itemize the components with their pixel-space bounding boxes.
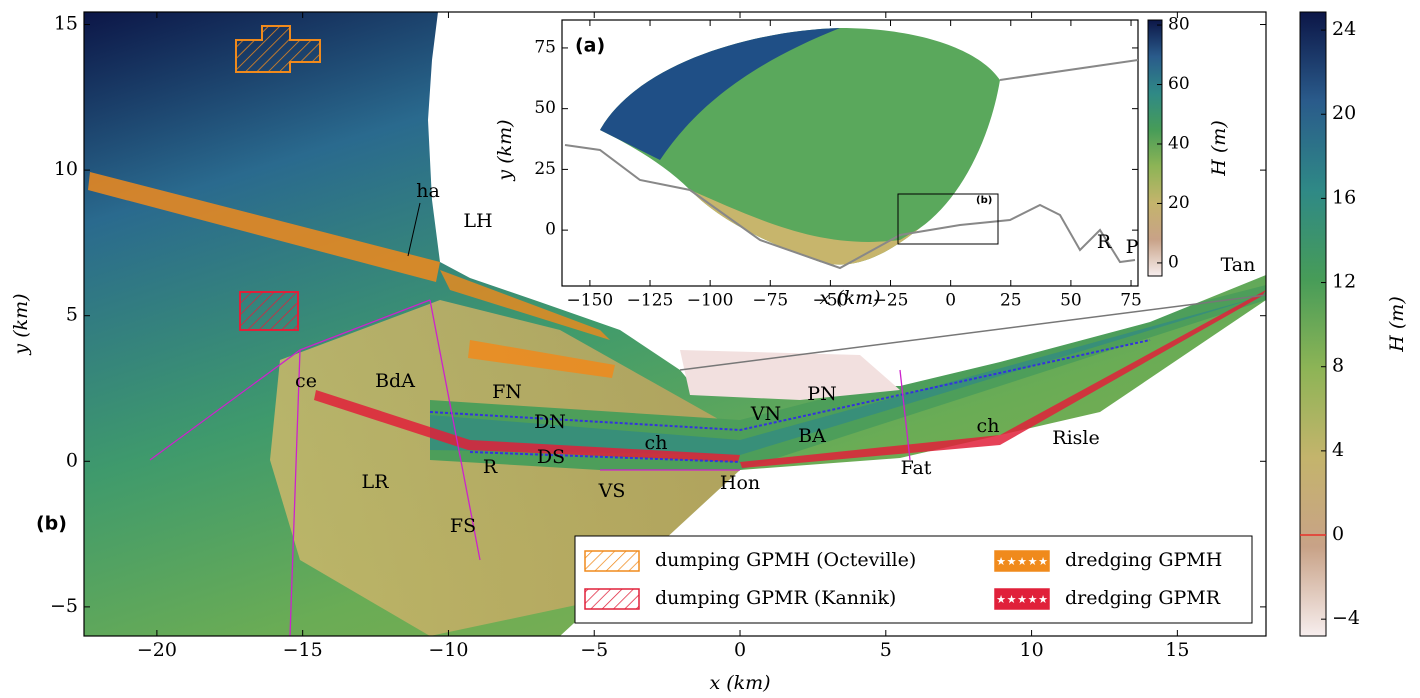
legend-label: dumping GPMH (Octeville) (655, 549, 916, 571)
legend-label: dumping GPMR (Kannik) (655, 587, 896, 609)
x-tick-label: 50 (1060, 291, 1082, 311)
place-label: ch (977, 415, 1000, 437)
x-tick-label: −150 (567, 291, 614, 311)
place-label: R (1097, 231, 1112, 253)
colorbar-tick-label: 0 (1168, 252, 1179, 272)
y-tick-label: −5 (50, 595, 78, 617)
place-label: DS (537, 446, 565, 468)
place-label: Risle (1052, 427, 1099, 449)
colorbar-tick-label: 60 (1168, 74, 1190, 94)
colorbar (1148, 20, 1162, 276)
x-tick-label: −100 (687, 291, 734, 311)
legend-star: ★ (1007, 555, 1017, 568)
place-label: ch (645, 432, 668, 454)
y-tick-label: 15 (54, 13, 78, 35)
colorbar-tick-label: 0 (1332, 523, 1344, 545)
colorbar-label: H (m) (1386, 296, 1408, 352)
y-tick-label: 50 (534, 98, 556, 118)
x-tick-label: −5 (580, 639, 608, 661)
y-tick-label: 75 (534, 37, 556, 57)
place-label: ce (295, 370, 317, 392)
colorbar-tick-label: 12 (1332, 271, 1356, 293)
place-label: Fat (901, 457, 932, 479)
place-label: FS (450, 515, 476, 537)
x-tick-label: −125 (627, 291, 674, 311)
legend-star: ★ (996, 593, 1006, 606)
colorbar-tick-label: 20 (1332, 102, 1356, 124)
inset-map (562, 20, 1138, 286)
place-label: R (483, 456, 498, 478)
place-label: P (1126, 236, 1139, 258)
place-label: BdA (375, 370, 415, 392)
panel-label: (b) (36, 513, 67, 535)
legend-star: ★ (1017, 593, 1027, 606)
x-tick-label: 0 (945, 291, 956, 311)
legend-star: ★ (1007, 593, 1017, 606)
legend-star: ★ (1038, 555, 1048, 568)
colorbar-tick-label: 24 (1332, 18, 1356, 40)
legend-star: ★ (1028, 555, 1038, 568)
x-tick-label: −25 (873, 291, 909, 311)
place-label: VN (750, 403, 781, 425)
place-label: FN (492, 381, 522, 403)
x-tick-label: 10 (1019, 639, 1043, 661)
x-axis-label: x (km) (709, 672, 770, 694)
y-tick-label: 0 (66, 449, 78, 471)
place-label: Hon (720, 472, 760, 494)
panel-label: (a) (575, 35, 605, 57)
place-label: Tan (1221, 254, 1256, 276)
x-tick-label: −50 (812, 291, 848, 311)
x-tick-label: 75 (1120, 291, 1142, 311)
legend-star: ★ (1028, 593, 1038, 606)
colorbar-tick-label: −4 (1332, 607, 1360, 629)
x-tick-label: −15 (283, 639, 323, 661)
place-label: VS (598, 480, 626, 502)
colorbar-tick-label: 20 (1168, 193, 1190, 213)
x-tick-label: 0 (734, 639, 746, 661)
legend-patch (585, 551, 639, 571)
legend-star: ★ (996, 555, 1006, 568)
x-tick-label: −20 (137, 639, 177, 661)
colorbar-tick-label: 80 (1168, 15, 1190, 35)
legend-label: dredging GPMH (1065, 549, 1222, 571)
colorbar-tick-label: 40 (1168, 133, 1190, 153)
legend-star: ★ (1038, 593, 1048, 606)
legend-patch (585, 589, 639, 609)
x-tick-label: 25 (1000, 291, 1022, 311)
legend: dumping GPMH (Octeville)★★★★★dredging GP… (575, 536, 1252, 623)
box-label: (b) (976, 195, 992, 206)
y-tick-label: 10 (54, 158, 78, 180)
place-label: ha (416, 180, 440, 202)
colorbar-tick-label: 16 (1332, 186, 1356, 208)
x-tick-label: 5 (880, 639, 892, 661)
place-label: LH (463, 210, 492, 232)
y-tick-label: 25 (534, 159, 556, 179)
y-tick-label: 5 (66, 304, 78, 326)
place-label: BA (798, 425, 826, 447)
colorbar (1300, 12, 1326, 636)
colorbar-tick-label: 8 (1332, 355, 1344, 377)
x-tick-label: 15 (1165, 639, 1189, 661)
place-label: LR (362, 471, 390, 493)
colorbar-label: H (m) (1208, 120, 1230, 176)
y-axis-label: y (km) (494, 119, 516, 181)
x-tick-label: −75 (752, 291, 788, 311)
y-axis-label: y (km) (10, 293, 32, 355)
place-label: PN (807, 383, 836, 405)
legend-label: dredging GPMR (1065, 587, 1221, 609)
figure: dumping GPMH (Octeville)★★★★★dredging GP… (0, 0, 1420, 698)
legend-star: ★ (1017, 555, 1027, 568)
y-tick-label: 0 (545, 220, 556, 240)
colorbar-tick-label: 4 (1332, 439, 1344, 461)
x-tick-label: −10 (428, 639, 468, 661)
place-label: DN (534, 411, 566, 433)
